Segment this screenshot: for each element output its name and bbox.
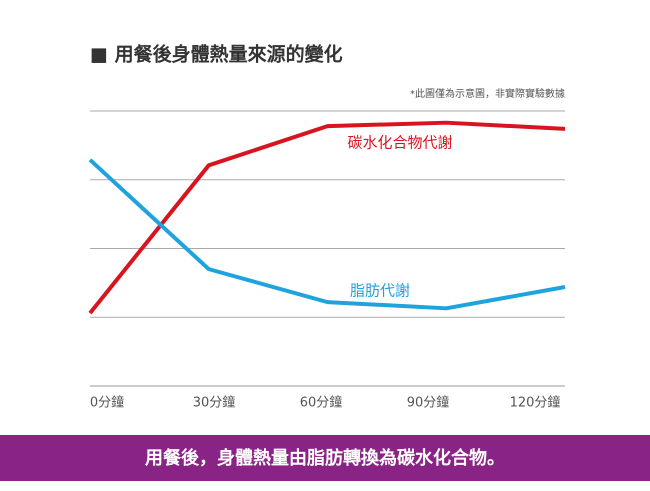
x-tick-label: 120分鐘 xyxy=(510,395,561,411)
x-tick-label: 90分鐘 xyxy=(407,395,450,411)
note: *此圖僅為示意圖，非實際實驗數據 xyxy=(410,87,565,100)
series-label: 碳水化合物代謝 xyxy=(347,134,452,152)
x-tick-label: 0分鐘 xyxy=(90,395,124,411)
series-line xyxy=(88,158,566,311)
series-line xyxy=(88,120,566,315)
caption-banner xyxy=(0,435,650,481)
x-tick-label: 60分鐘 xyxy=(300,395,343,411)
chart-title: ■ 用餐後身體熱量來源的變化 xyxy=(90,43,343,66)
caption: 用餐後，身體熱量由脂肪轉換為碳水化合物。 xyxy=(145,447,505,469)
series-label: 脂肪代謝 xyxy=(350,282,410,300)
x-tick-label: 30分鐘 xyxy=(193,395,236,411)
